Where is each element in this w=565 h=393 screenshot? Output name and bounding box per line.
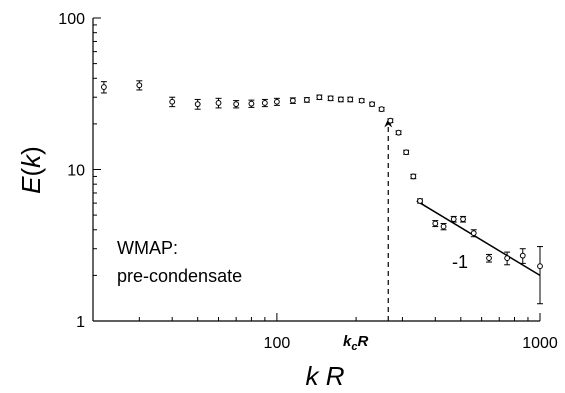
data-point [470, 230, 477, 237]
y-axis-title-close: ) [16, 146, 46, 155]
kc-marker [384, 118, 393, 321]
y-tick-label: 10 [67, 163, 85, 180]
data-point [358, 97, 365, 104]
data-point [100, 84, 107, 90]
x-axis-title-rest: R [319, 361, 345, 391]
data-point [233, 101, 240, 108]
x-axis-title-var: k [306, 361, 321, 391]
data-point [450, 216, 457, 223]
y-tick-label: 1 [76, 314, 85, 331]
annotation-line2: pre-condensate [117, 266, 242, 286]
data-point [504, 255, 511, 262]
y-axis-title-arg: k [16, 153, 46, 168]
y-axis-title-var: E [16, 176, 46, 194]
data-point [369, 101, 375, 108]
data-point [303, 97, 310, 103]
data-point [273, 98, 280, 105]
kc-label-sub: c [351, 341, 357, 353]
data-point [410, 173, 417, 180]
x-tick-label: 100 [264, 335, 291, 352]
data-point [395, 129, 402, 136]
data-point [432, 220, 439, 227]
ticks: 1 10 100 100 1000 [58, 11, 558, 352]
data-point [327, 95, 334, 102]
y-tick-label: 100 [58, 11, 85, 28]
x-axis-title: k R [306, 361, 345, 391]
data-point [519, 252, 526, 259]
data-point [215, 100, 222, 106]
data-point [289, 97, 296, 104]
kc-label-var2: R [357, 333, 368, 350]
data-point [169, 98, 176, 105]
data-point [316, 94, 323, 101]
y-axis-title-open: ( [16, 168, 46, 177]
data-point [537, 263, 543, 270]
data-points [100, 80, 543, 305]
y-axis-title: E(k) [16, 146, 46, 194]
data-point [337, 96, 344, 103]
data-point [440, 223, 447, 230]
annotation-line1: WMAP: [117, 238, 178, 258]
data-point [261, 100, 268, 106]
data-point [387, 117, 394, 124]
fit-line-label: -1 [452, 252, 468, 272]
data-point [136, 82, 143, 89]
data-point [347, 96, 354, 103]
data-point [460, 216, 466, 223]
x-tick-label: 1000 [522, 335, 558, 352]
data-point [403, 149, 410, 156]
kc-marker-label: kcR [343, 333, 368, 353]
data-point [417, 198, 423, 204]
fit-line-group [416, 200, 541, 277]
data-point [248, 100, 255, 107]
data-point [378, 106, 385, 113]
fit-line [416, 200, 541, 277]
data-point [486, 255, 492, 262]
data-point [194, 101, 201, 108]
kc-label-var: k [343, 333, 352, 350]
